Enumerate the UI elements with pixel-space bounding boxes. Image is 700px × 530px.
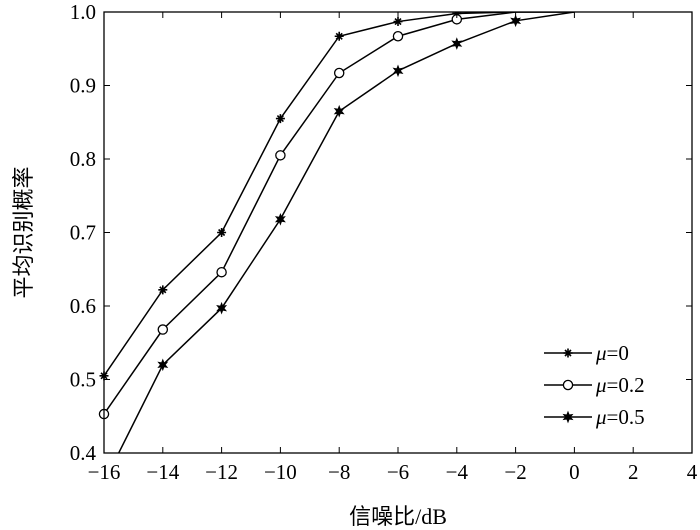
x-tick-label: −4 <box>446 460 469 484</box>
data-point-star <box>216 301 228 315</box>
y-tick-label: 0.7 <box>70 221 96 245</box>
data-point-plus <box>563 348 573 358</box>
y-axis-title: 平均识别概率 <box>11 166 36 298</box>
series-layer <box>103 12 575 453</box>
legend-label: μ=0 <box>595 341 629 365</box>
y-tick-label: 0.9 <box>70 74 96 98</box>
x-tick-label: −10 <box>264 460 297 484</box>
data-point-plus <box>275 114 285 124</box>
data-point-circle <box>392 31 404 42</box>
legend-label: μ=0.2 <box>595 373 645 397</box>
y-tick-label: 0.6 <box>70 294 96 318</box>
data-point-circle <box>275 150 286 161</box>
x-tick-label: −16 <box>88 460 121 484</box>
data-point-star <box>392 64 404 78</box>
x-tick-label: −8 <box>328 460 350 484</box>
data-point-circle <box>333 67 345 79</box>
data-point-star <box>157 358 169 372</box>
series-line <box>103 12 575 377</box>
x-tick-label: −2 <box>504 460 526 484</box>
ticks-layer: −16 −14 −12 −10 −8 −6 −4 −2 0 2 4 0.4 0.5 0.6 0.7 0.8 0.… <box>70 0 698 484</box>
data-point-plus <box>217 228 227 237</box>
data-point-star <box>451 37 463 50</box>
data-point-circle <box>216 266 227 278</box>
x-tick-label: −6 <box>387 460 409 484</box>
x-tick-label: 2 <box>628 460 639 484</box>
y-tick-label: 0.8 <box>70 147 96 171</box>
data-point-star <box>562 410 574 424</box>
data-point-plus <box>393 17 403 27</box>
data-point-circle <box>562 379 574 391</box>
y-tick-label: 0.4 <box>70 441 97 465</box>
x-tick-label: −14 <box>146 460 179 484</box>
data-point-star <box>274 212 286 226</box>
data-point-star <box>333 104 345 118</box>
data-point-plus <box>334 31 344 41</box>
legend: μ=0 μ=0.2 μ=0.5 <box>544 341 645 429</box>
y-tick-label: 0.5 <box>70 368 96 392</box>
data-point-plus <box>158 285 168 295</box>
x-tick-label: 0 <box>569 460 580 484</box>
data-point-circle <box>157 324 169 335</box>
series-line <box>117 12 575 453</box>
x-axis-title: 信噪比/dB <box>349 504 447 529</box>
x-tick-label: −12 <box>205 460 238 484</box>
x-tick-label: 4 <box>687 460 698 484</box>
legend-label: μ=0.5 <box>595 405 645 429</box>
data-point-star <box>510 14 522 28</box>
y-tick-label: 1.0 <box>70 0 96 24</box>
marker-layer <box>98 12 522 420</box>
